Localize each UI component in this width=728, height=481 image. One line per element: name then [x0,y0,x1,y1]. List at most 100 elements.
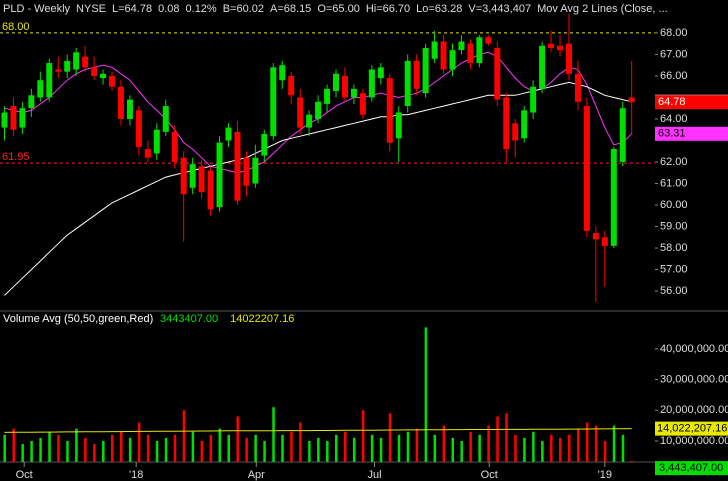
volume-bar [227,434,230,462]
candle-body [234,131,241,201]
volume-bar [236,416,239,462]
volume-bar [415,428,419,462]
candle-body [548,43,555,48]
volume-bar [272,407,275,462]
header-item: NYSE [76,3,106,15]
volume-last-label: 3443407.00 [160,313,218,325]
volume-title: Volume Avg (50,50,green,Red) [3,313,153,325]
volume-bar [75,428,78,462]
volume-bar [66,440,69,462]
volume-bar [469,431,472,462]
candle-body [153,129,160,154]
y-tick-label: 64.00 [660,113,688,125]
candle-body [458,41,465,51]
volume-bar [3,434,6,462]
value-box-label: 3,443,407.00 [659,462,723,474]
candle-body [144,149,151,158]
candle-body [628,97,635,103]
volume-average [4,428,632,433]
candle-body [207,170,214,210]
candle-body [162,106,169,132]
candle-body [73,52,80,70]
candle-body [117,86,124,119]
candle-body [46,63,53,98]
y-tick-label: 60.00 [660,199,688,211]
volume-bar [173,434,177,462]
value-box [655,421,728,436]
candle-body [252,157,259,184]
header-item: PLD - Weekly [3,3,71,15]
volume-bar [388,413,392,462]
candle-body [521,110,528,139]
y-tick-label: 61.00 [660,177,688,189]
volume-bar [460,440,463,462]
x-tick-label: '18 [129,469,143,481]
candle-body [494,47,501,100]
volume-bar [102,440,105,462]
volume-bar [21,444,24,462]
candle-body [10,106,17,130]
candle-body [100,73,107,79]
header-item: 0.08 [158,3,179,15]
volume-bar [585,422,589,462]
candle-body [189,164,196,188]
candle-body [64,60,71,72]
volume-bar [514,434,517,462]
volume-bar [93,444,96,462]
candle-body [297,97,304,128]
y-tick-label: 66.00 [660,70,688,82]
candle-body [413,60,420,89]
volume-bar [576,428,580,462]
value-box [655,126,728,141]
candle-body [583,106,590,231]
candle-body [422,47,429,94]
volume-bar [379,437,383,462]
value-box-label: 14,022,207.16 [657,423,727,435]
volume-avg-label: 14022207.16 [230,313,294,325]
volume-bar [164,437,168,462]
x-tick-label: '19 [598,469,612,481]
candle-body [619,108,626,162]
volume-bar [612,425,616,462]
volume-bar [254,434,257,462]
volume-bar [299,422,302,462]
volume-bar [541,440,544,462]
volume-bar [478,434,481,462]
candle-body [485,37,492,44]
candle-body [109,75,116,87]
volume-bar [182,410,186,462]
candle-body [565,43,572,74]
volume-bar [550,434,553,462]
volume-bar [281,434,284,462]
volume-bar [406,431,410,462]
volume-bar [308,440,311,462]
x-tick-label: Jul [368,469,382,481]
candle-body [592,232,599,240]
volume-bar [218,428,222,462]
candle-body [171,131,178,162]
candle-body [395,112,402,139]
value-box-label: 64.78 [658,96,686,108]
header-item: A=68.15 [270,3,311,15]
candle-body [28,95,35,109]
candle-body [449,50,456,70]
candle-body [404,60,411,107]
volume-bar [191,431,195,462]
volume-bar [523,437,526,462]
candle-body [350,88,357,98]
volume-bar [424,327,428,462]
candle-body [37,80,44,98]
candle-body [55,69,62,72]
volume-bar [370,434,374,462]
header-item: Hi=66.70 [366,3,410,15]
volume-bar [326,440,329,462]
volume-bar [335,434,338,462]
volume-bar [621,434,625,462]
volume-bar [496,416,499,462]
volume-bar [48,431,51,462]
candle-body [440,41,447,70]
y-tick-label: 56.00 [660,285,688,297]
volume-bar [39,437,42,462]
candle-body [180,157,187,195]
